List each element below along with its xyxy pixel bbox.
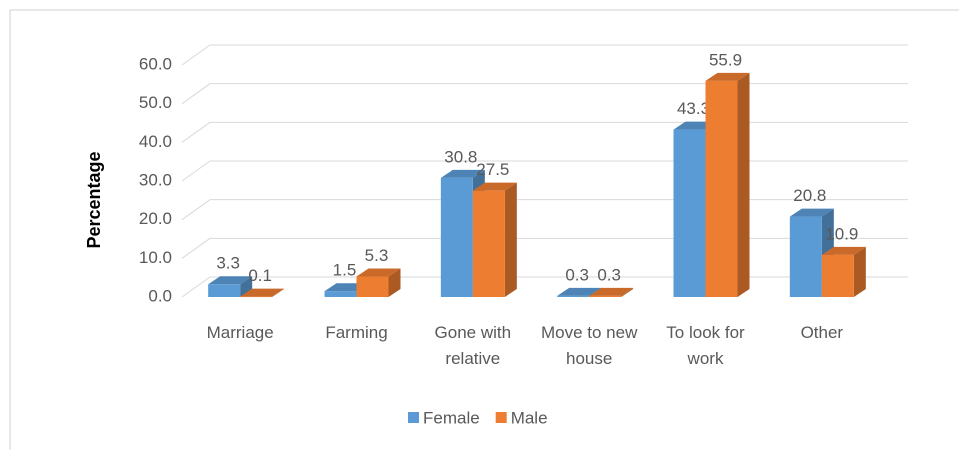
- y-tick-label: 40.0: [139, 132, 172, 151]
- bar-front: [673, 129, 706, 297]
- y-tick-label: 10.0: [139, 248, 172, 267]
- bar-top: [589, 287, 634, 296]
- bar-front: [821, 254, 854, 297]
- grid-line-side: [181, 44, 211, 66]
- data-label: 43.3: [677, 99, 710, 118]
- data-label: 0.1: [248, 266, 272, 285]
- bar: [240, 288, 285, 298]
- bar-front: [557, 295, 590, 297]
- y-tick-label: 60.0: [139, 54, 172, 73]
- grid-line-side: [181, 199, 211, 221]
- bar-side: [853, 246, 866, 297]
- bar-front: [356, 276, 389, 297]
- grid-line: [181, 121, 908, 143]
- bar-front: [440, 177, 473, 297]
- bar: [589, 287, 634, 297]
- bar-side: [388, 268, 401, 297]
- x-tick-label: To look for work: [666, 323, 745, 368]
- data-label: 1.5: [333, 261, 357, 280]
- y-axis-title: Percentage: [84, 151, 104, 248]
- bar-front: [472, 190, 505, 297]
- legend-label: Male: [511, 408, 548, 427]
- bar-front: [789, 216, 822, 297]
- y-tick-label: 20.0: [139, 209, 172, 228]
- grid-line: [181, 83, 908, 105]
- grid-line: [181, 44, 908, 66]
- bar-top: [705, 72, 750, 81]
- legend-label: Female: [423, 408, 480, 427]
- bar-top: [208, 276, 253, 285]
- bar-top: [789, 208, 834, 217]
- grid-line-side: [181, 237, 211, 259]
- grid-line-side: [181, 276, 211, 298]
- bar: [821, 246, 866, 297]
- grid-line-side: [181, 160, 211, 182]
- bar: [472, 182, 517, 297]
- data-label: 27.5: [476, 160, 509, 179]
- bar-side: [240, 276, 253, 297]
- x-tick-label: Farming: [325, 323, 387, 342]
- bar-top: [557, 287, 602, 296]
- bar-front: [589, 295, 622, 297]
- bar-top: [472, 182, 517, 191]
- bar-side: [504, 182, 517, 297]
- x-tick-label: Other: [801, 323, 844, 342]
- y-tick-label: 30.0: [139, 170, 172, 189]
- grid-line-side: [181, 83, 211, 105]
- y-tick-label: 50.0: [139, 93, 172, 112]
- bar-side: [737, 72, 750, 297]
- grid-line: [181, 199, 908, 221]
- x-tick-label: Gone with relative: [435, 323, 512, 368]
- grid-line: [181, 160, 908, 182]
- bar-side: [272, 288, 285, 297]
- bar-front: [240, 296, 273, 298]
- data-label: 0.3: [565, 265, 589, 284]
- bar-top: [440, 169, 485, 178]
- bar-side: [621, 287, 634, 297]
- x-tick-label: Marriage: [207, 323, 274, 342]
- x-tick-label: Move to new house: [541, 323, 638, 368]
- bar: [356, 268, 401, 297]
- bar-front: [324, 291, 357, 297]
- bar-front: [208, 284, 241, 297]
- data-label: 3.3: [216, 254, 240, 273]
- legend-swatch: [495, 412, 507, 423]
- data-label: 20.8: [793, 186, 826, 205]
- bar: [705, 72, 750, 297]
- data-label: 10.9: [825, 224, 858, 243]
- bar-top: [240, 288, 285, 297]
- legend-swatch: [408, 412, 419, 423]
- y-tick-label: 0.0: [148, 286, 172, 305]
- bar-top: [821, 246, 866, 255]
- bar-top: [356, 268, 401, 277]
- data-label: 0.3: [597, 265, 621, 284]
- data-label: 30.8: [444, 147, 477, 166]
- data-label: 5.3: [365, 246, 389, 265]
- bar-front: [705, 80, 738, 297]
- bar: [208, 276, 253, 297]
- grid-line-side: [181, 121, 211, 143]
- data-label: 55.9: [709, 50, 742, 69]
